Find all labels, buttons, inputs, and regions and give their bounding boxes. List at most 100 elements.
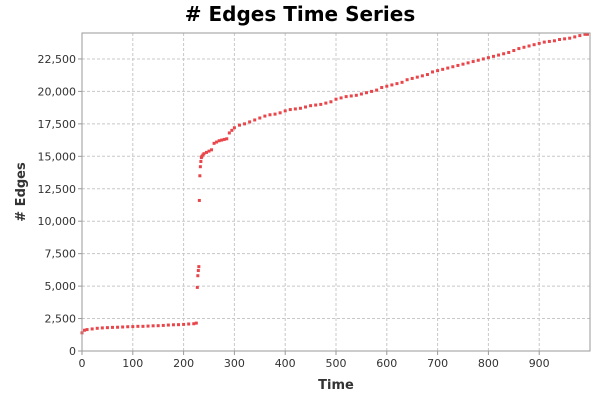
- data-point: [324, 101, 328, 105]
- data-point: [583, 32, 587, 36]
- data-point: [390, 83, 394, 87]
- data-point: [217, 139, 221, 143]
- data-point: [461, 62, 465, 66]
- data-point: [161, 323, 165, 327]
- data-point: [210, 148, 214, 152]
- data-point: [197, 265, 201, 269]
- data-point: [278, 111, 282, 115]
- data-point: [196, 269, 200, 273]
- data-point: [222, 137, 226, 141]
- data-point: [441, 67, 445, 71]
- x-tick-label: 400: [275, 357, 296, 370]
- y-tick-label: 7,500: [45, 248, 77, 261]
- data-point: [105, 326, 109, 330]
- data-point: [359, 92, 363, 96]
- data-point: [182, 322, 186, 326]
- data-point: [431, 70, 435, 74]
- data-point: [151, 324, 155, 328]
- data-point: [537, 41, 541, 45]
- y-tick-label: 10,000: [38, 215, 77, 228]
- data-point: [339, 96, 343, 100]
- data-point: [171, 323, 175, 327]
- data-point: [507, 50, 511, 54]
- data-point: [243, 122, 247, 126]
- data-point: [542, 40, 546, 44]
- data-point: [329, 100, 333, 104]
- data-point: [344, 95, 348, 99]
- data-point: [451, 65, 455, 69]
- x-tick-label: 200: [173, 357, 194, 370]
- y-axis-label: # Edges: [14, 162, 29, 222]
- data-point: [204, 150, 208, 154]
- data-point: [85, 328, 89, 332]
- x-axis-label: Time: [318, 378, 354, 393]
- data-point: [195, 285, 199, 289]
- data-point: [578, 34, 582, 38]
- y-tick-label: 0: [69, 345, 76, 358]
- data-point: [400, 80, 404, 84]
- data-point: [283, 109, 287, 113]
- data-point: [156, 324, 160, 328]
- data-point: [395, 82, 399, 86]
- data-point: [471, 60, 475, 64]
- data-point: [177, 323, 181, 327]
- data-point: [512, 49, 516, 53]
- data-point: [248, 120, 252, 124]
- y-axis-ticks: 0 2,500 5,000 7,500 10,000 12,500 15,000 17,500…: [38, 53, 82, 358]
- data-point: [258, 116, 262, 120]
- data-point: [304, 105, 308, 109]
- data-point: [497, 53, 501, 57]
- data-point: [375, 88, 379, 92]
- x-tick-label: 700: [427, 357, 448, 370]
- data-point: [131, 325, 135, 329]
- data-point: [314, 103, 318, 107]
- data-point: [126, 325, 130, 329]
- data-point: [481, 57, 485, 61]
- data-point: [198, 165, 202, 169]
- x-tick-label: 800: [478, 357, 499, 370]
- x-tick-label: 300: [224, 357, 245, 370]
- data-point: [309, 104, 313, 108]
- data-point: [288, 108, 292, 112]
- data-point: [532, 43, 536, 47]
- data-point: [334, 97, 338, 101]
- data-point: [585, 32, 589, 36]
- y-tick-label: 17,500: [38, 118, 77, 131]
- chart-title: # Edges Time Series: [184, 2, 416, 26]
- data-point: [405, 78, 409, 82]
- data-point: [198, 174, 202, 178]
- data-point: [456, 63, 460, 67]
- data-point: [527, 44, 531, 48]
- data-point: [207, 149, 211, 153]
- data-point: [573, 35, 577, 39]
- x-tick-label: 100: [122, 357, 143, 370]
- data-point: [558, 37, 562, 41]
- data-point: [415, 75, 419, 79]
- data-point: [202, 152, 206, 156]
- data-point: [466, 61, 470, 65]
- data-point: [215, 140, 219, 144]
- data-point: [197, 198, 201, 202]
- data-point: [146, 324, 150, 328]
- data-point: [319, 102, 323, 106]
- x-axis-ticks: 0 100 200 300 400 500 600 700 800 900: [79, 351, 550, 370]
- y-tick-label: 15,000: [38, 150, 77, 163]
- data-point: [192, 322, 196, 326]
- data-point: [568, 36, 572, 40]
- data-point: [380, 86, 384, 90]
- data-point: [187, 322, 191, 326]
- y-tick-label: 22,500: [38, 53, 77, 66]
- data-point: [194, 321, 198, 325]
- data-point: [522, 45, 526, 49]
- data-point: [354, 93, 358, 97]
- data-point: [420, 74, 424, 78]
- data-point: [293, 107, 297, 111]
- y-tick-label: 2,500: [45, 313, 77, 326]
- data-point: [83, 328, 87, 332]
- data-point: [220, 138, 224, 142]
- data-point: [90, 327, 94, 331]
- data-point: [273, 112, 277, 116]
- data-point: [370, 89, 374, 93]
- data-point: [110, 325, 114, 329]
